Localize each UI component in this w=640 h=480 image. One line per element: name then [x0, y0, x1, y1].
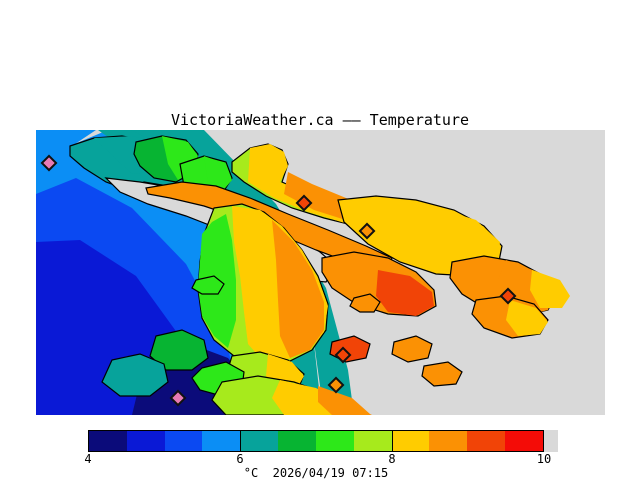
colorbar-ticklabel-10: 10: [536, 452, 552, 466]
colorbar-band-2: [164, 431, 203, 451]
page-title: VictoriaWeather.ca —— Temperature: [170, 111, 469, 129]
station-marker-northwest-offshore[interactable]: [40, 154, 58, 172]
station-marker-south-island[interactable]: [327, 376, 345, 394]
station-marker-south-islet[interactable]: [334, 346, 352, 364]
colorbar-band-5: [278, 431, 316, 451]
island-northeast-orange: [321, 251, 437, 317]
colorbar-band-10: [467, 431, 506, 451]
station-marker-east-island[interactable]: [358, 222, 376, 240]
island-far-east-b: [471, 295, 549, 339]
colorbar-swatches: [88, 430, 544, 452]
colorbar: 4 6 8 10 °C 2026/04/19 07:15: [84, 430, 558, 480]
colorbar-ticklabel-8: 8: [388, 452, 396, 466]
station-marker-central-peninsula[interactable]: [295, 194, 313, 212]
station-marker-southwest-offshore[interactable]: [169, 389, 187, 407]
colorbar-band-3: [202, 431, 241, 451]
colorbar-band-6: [315, 431, 354, 451]
station-marker-far-east-island[interactable]: [499, 287, 517, 305]
colorbar-band-0: [89, 431, 127, 451]
colorbar-ticklabel-6: 6: [236, 452, 244, 466]
colorbar-band-11: [505, 431, 543, 451]
island-south-group: [211, 375, 372, 415]
colorbar-ticklabel-4: 4: [84, 452, 92, 466]
colorbar-tickline-6: [240, 430, 241, 452]
colorbar-band-1: [126, 431, 165, 451]
colorbar-tickline-8: [392, 430, 393, 452]
colorbar-band-7: [353, 431, 392, 451]
colorbar-caption: °C 2026/04/19 07:15: [243, 466, 389, 480]
temperature-map[interactable]: [36, 130, 605, 415]
colorbar-band-9: [429, 431, 468, 451]
colorbar-band-8: [391, 431, 430, 451]
colorbar-band-4: [240, 431, 279, 451]
island-central-large: [197, 203, 329, 365]
station-markers[interactable]: [40, 154, 517, 407]
islands-north-green: [133, 135, 233, 197]
temperature-contour-field: [36, 130, 605, 415]
colorbar-tail: [544, 430, 558, 452]
